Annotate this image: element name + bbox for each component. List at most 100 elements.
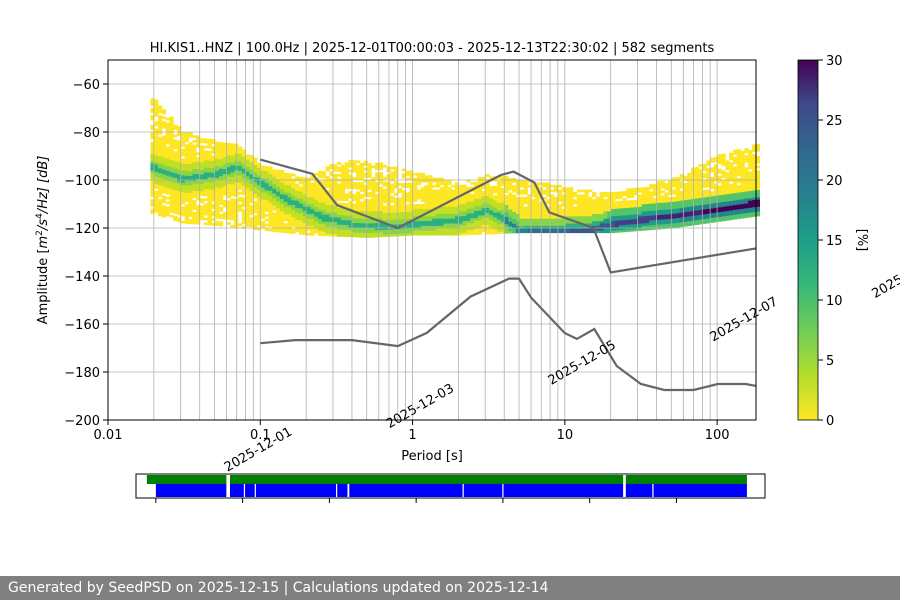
heatmap-cell [660, 204, 665, 208]
heatmap-cell [257, 184, 262, 188]
heatmap-cell [713, 197, 719, 201]
heatmap-cell [740, 184, 745, 188]
heatmap-cell [348, 220, 353, 223]
heatmap-cell [424, 220, 429, 224]
heatmap-cell [500, 231, 505, 234]
heatmap-cell [660, 224, 665, 227]
heatmap-cell [218, 180, 224, 184]
heatmap-cell [435, 225, 441, 229]
heatmap-cell [249, 183, 254, 187]
heatmap-cell [272, 198, 277, 201]
heatmap-cell [260, 213, 266, 217]
heatmap-cell [496, 202, 502, 206]
heatmap-cell [668, 180, 673, 183]
heatmap-cell [158, 187, 163, 190]
heatmap-cell [382, 234, 387, 238]
heatmap-cell [222, 166, 227, 170]
heatmap-cell [192, 183, 197, 186]
heatmap-cell [378, 205, 384, 209]
heatmap-cell [215, 160, 220, 164]
heatmap-cell [226, 171, 231, 175]
heatmap-cell [675, 179, 681, 183]
heatmap-cell [462, 196, 467, 200]
heatmap-cell [371, 210, 376, 214]
heatmap-cell [287, 230, 292, 234]
heatmap-cell [717, 175, 722, 179]
heatmap-cell [302, 196, 307, 200]
heatmap-cell [485, 212, 490, 216]
heatmap-cell [706, 211, 711, 214]
heatmap-cell [211, 191, 216, 195]
heatmap-cell [740, 198, 745, 202]
heatmap-cell [329, 190, 334, 194]
heatmap-cell [260, 223, 266, 226]
heatmap-cell [462, 199, 467, 202]
heatmap-cell [477, 227, 483, 230]
heatmap-cell [161, 152, 167, 156]
heatmap-cell [291, 216, 296, 220]
heatmap-cell [443, 211, 448, 214]
heatmap-cell [751, 187, 757, 191]
heatmap-cell [641, 213, 646, 217]
heatmap-cell [622, 224, 627, 228]
heatmap-cell [348, 186, 353, 190]
heatmap-cell [584, 218, 589, 222]
heatmap-cell [279, 225, 285, 228]
heatmap-cell [645, 218, 650, 221]
heatmap-cell [359, 167, 365, 171]
heatmap-cell [443, 199, 448, 202]
heatmap-cell [618, 205, 623, 209]
heatmap-cell [329, 228, 334, 232]
heatmap-cell [154, 135, 159, 139]
heatmap-cell [245, 190, 250, 194]
heatmap-cell [150, 187, 155, 190]
heatmap-cell [420, 223, 425, 226]
heatmap-cell [580, 189, 585, 193]
heatmap-cell [165, 170, 170, 174]
heatmap-cell [736, 192, 741, 196]
heatmap-cell [420, 180, 425, 183]
heatmap-cell [158, 160, 163, 164]
heatmap-cell [683, 175, 688, 179]
heatmap-cell [504, 230, 509, 234]
heatmap-cell [443, 220, 448, 224]
heatmap-cell [607, 206, 612, 210]
heatmap-cell [314, 187, 319, 191]
heatmap-cell [554, 208, 559, 212]
heatmap-cell [710, 186, 715, 190]
heatmap-cell [184, 170, 189, 174]
heatmap-cell [508, 180, 513, 184]
heatmap-cell [717, 192, 722, 196]
heatmap-cell [257, 213, 262, 216]
heatmap-cell [435, 230, 441, 234]
heatmap-cell [588, 206, 593, 210]
heatmap-cell [169, 133, 174, 136]
heatmap-cell [150, 136, 155, 140]
heatmap-cell [409, 230, 414, 234]
heatmap-cell [675, 203, 681, 207]
heatmap-cell [508, 194, 513, 198]
heatmap-cell [215, 199, 220, 202]
heatmap-cell [748, 214, 753, 218]
heatmap-cell [557, 199, 563, 202]
heatmap-cell [348, 212, 353, 216]
heatmap-cell [371, 206, 376, 209]
heatmap-cell [188, 214, 193, 217]
heatmap-cell [317, 221, 323, 224]
colorbar-label: [%] [854, 229, 869, 252]
heatmap-cell [687, 223, 692, 227]
heatmap-cell [154, 145, 159, 148]
heatmap-cell [413, 194, 418, 198]
heatmap-cell [215, 158, 220, 162]
heatmap-cell [169, 183, 174, 187]
heatmap-cell [253, 174, 258, 178]
heatmap-cell [401, 221, 406, 225]
heatmap-cell [184, 168, 189, 171]
heatmap-cell [519, 208, 524, 212]
heatmap-cell [192, 212, 197, 215]
heatmap-cell [557, 216, 563, 219]
heatmap-cell [607, 228, 612, 231]
colorbar-tick-label: 20 [826, 174, 843, 189]
heatmap-cell [432, 196, 437, 200]
heatmap-cell [211, 170, 216, 173]
